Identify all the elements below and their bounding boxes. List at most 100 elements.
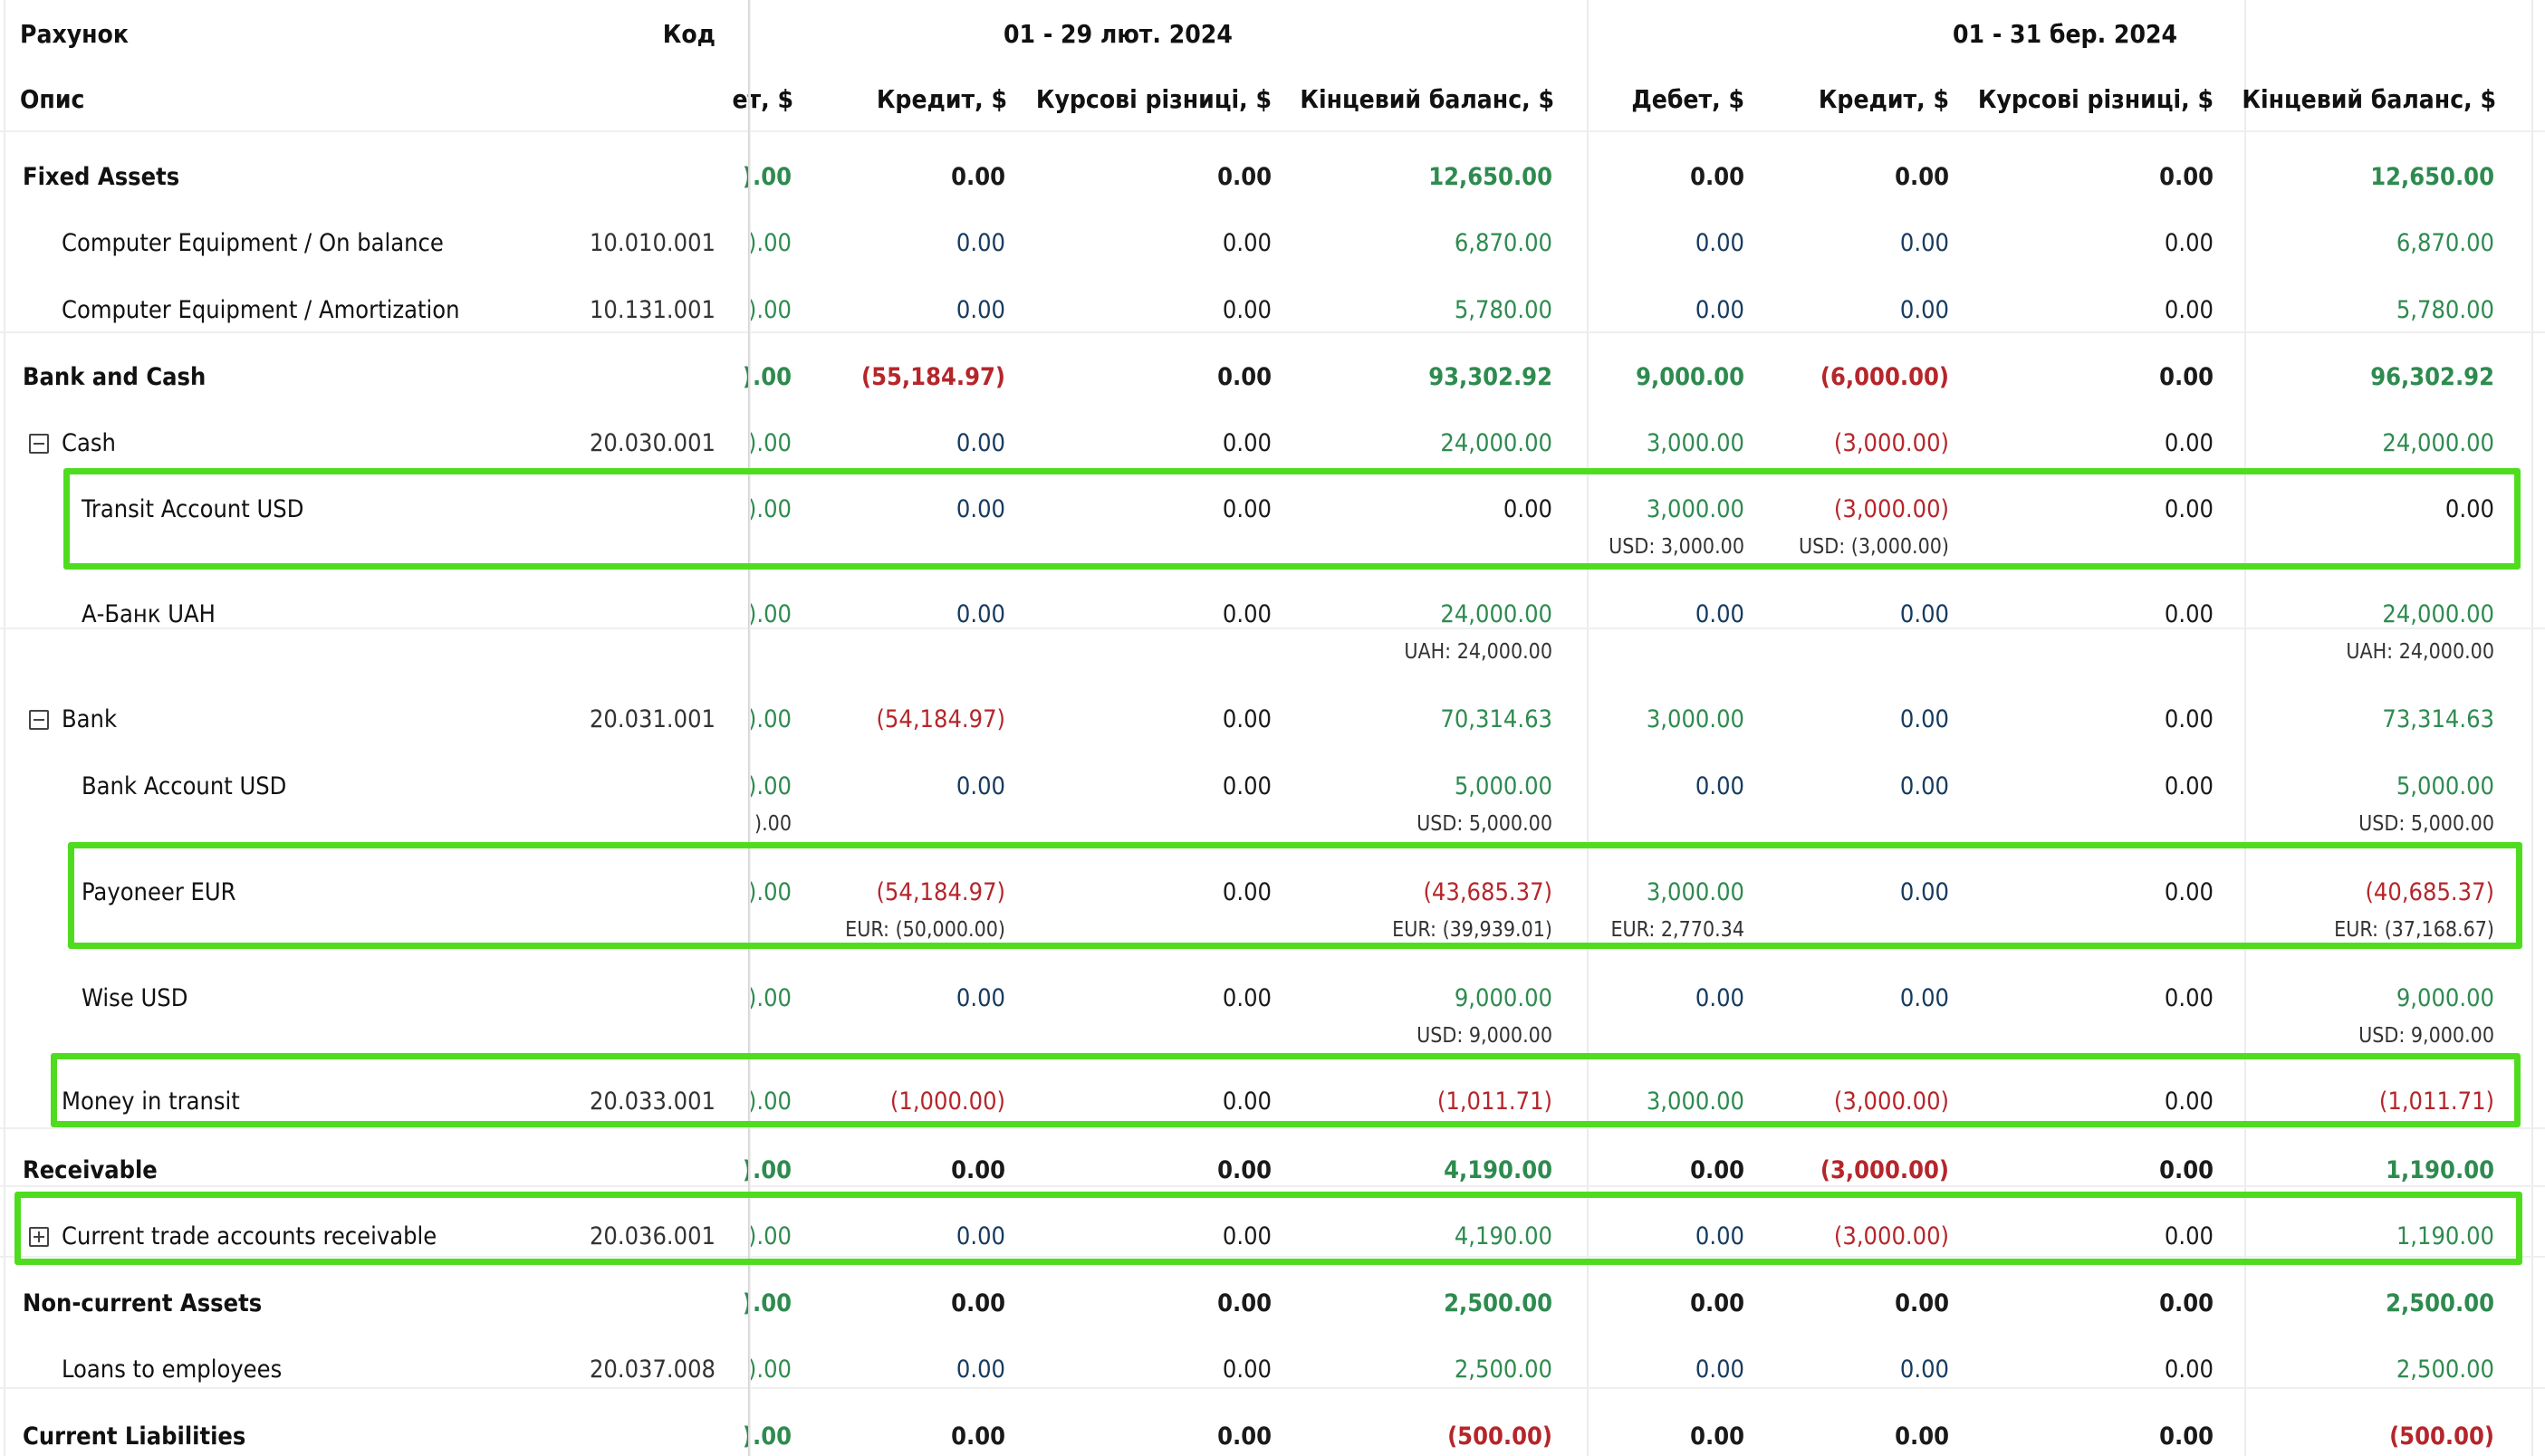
cell-c2: 0.00 bbox=[1899, 296, 1949, 324]
cell-d1: ).00 bbox=[742, 1291, 792, 1316]
cell-d2: 3,000.00 bbox=[1646, 1087, 1744, 1116]
cell-c1: 0.00 bbox=[956, 495, 1005, 523]
cell-f1: 0.00 bbox=[1222, 705, 1272, 733]
cell-f1: 0.00 bbox=[1222, 429, 1272, 457]
column-divider bbox=[4, 0, 5, 1456]
cell-d1-currency: ).00 bbox=[754, 812, 792, 836]
highlight-frame bbox=[68, 842, 2522, 949]
cell-b1-currency: USD: 9,000.00 bbox=[1417, 1024, 1552, 1048]
table-row[interactable]: Money in transit 20.033.001).00 (1,000.00)… bbox=[0, 1089, 2545, 1116]
header-debit-p2[interactable]: Дебет, $ bbox=[1631, 84, 1744, 114]
cell-c1: 0.00 bbox=[956, 600, 1005, 628]
table-row[interactable]: Loans to employees 20.037.008).00 0.00 0.00… bbox=[0, 1357, 2545, 1384]
cell-b1: 5,780.00 bbox=[1454, 296, 1552, 324]
header-credit-p1[interactable]: Кредит, $ bbox=[876, 84, 1007, 114]
cell-c2: 0.00 bbox=[1899, 229, 1949, 257]
table-row[interactable]: Current trade accounts receivable 20.036.… bbox=[0, 1224, 2545, 1251]
cell-b2: 24,000.00 bbox=[2382, 600, 2494, 628]
cell-d1: ).00 bbox=[747, 1357, 792, 1382]
cell-f2: 0.00 bbox=[2164, 495, 2214, 523]
cell-c2: 0.00 bbox=[1899, 878, 1949, 906]
header-fx-p1[interactable]: Курсові різниці, $ bbox=[1035, 84, 1272, 114]
table-row[interactable]: Bank and Cash).00 (55,184.97) 0.00 93,302.9… bbox=[0, 365, 2545, 392]
cell-c1-currency: EUR: (50,000.00) bbox=[845, 918, 1005, 942]
table-row[interactable]: Bank Account USD ).00 ).00 0.00 0.00 5,000.00… bbox=[0, 772, 2545, 835]
cell-f2: 0.00 bbox=[2164, 229, 2214, 257]
cell-d1: ).00 bbox=[747, 880, 792, 905]
table-row[interactable]: Transit Account USD).00 0.00 0.00 0.00 3,000… bbox=[0, 495, 2545, 558]
cell-d1: ).00 bbox=[747, 986, 792, 1011]
header-code[interactable]: Код bbox=[662, 19, 715, 49]
cell-b2: 1,190.00 bbox=[2396, 1222, 2494, 1250]
cell-f1: 0.00 bbox=[1222, 984, 1272, 1012]
cell-d2: 3,000.00 bbox=[1646, 495, 1744, 523]
cell-f2: 0.00 bbox=[2164, 429, 2214, 457]
account-name: Bank Account USD bbox=[82, 772, 287, 800]
cell-c2: (3,000.00) bbox=[1820, 1156, 1949, 1184]
frozen-pane-edge bbox=[748, 0, 751, 1456]
row-divider bbox=[0, 627, 2545, 629]
header-period-mar: 01 - 31 бер. 2024 bbox=[1953, 19, 2178, 49]
account-name: Fixed Assets bbox=[23, 163, 180, 191]
header-description[interactable]: Опис bbox=[20, 84, 85, 114]
table-row[interactable]: Payoneer EUR).00 (54,184.97) EUR: (50,000.… bbox=[0, 878, 2545, 941]
cell-b1: (43,685.37) bbox=[1423, 878, 1552, 906]
cell-c2: (3,000.00) bbox=[1833, 1087, 1949, 1116]
collapse-icon[interactable] bbox=[29, 710, 49, 730]
table-row[interactable]: Non-current Assets).00 0.00 0.00 2,500.00 0.… bbox=[0, 1291, 2545, 1318]
cell-f2: 0.00 bbox=[2164, 1355, 2214, 1384]
account-name: Current trade accounts receivable bbox=[62, 1222, 437, 1250]
header-credit-p2[interactable]: Кредит, $ bbox=[1818, 84, 1949, 114]
cell-f1: 0.00 bbox=[1222, 1087, 1272, 1116]
header-account[interactable]: Рахунок bbox=[20, 19, 129, 49]
table-row[interactable]: Computer Equipment / Amortization 10.131.… bbox=[0, 298, 2545, 325]
collapse-icon[interactable] bbox=[29, 434, 49, 454]
expand-icon[interactable] bbox=[29, 1227, 49, 1247]
cell-c2: 0.00 bbox=[1899, 705, 1949, 733]
cell-b1: (1,011.71) bbox=[1436, 1087, 1552, 1116]
cell-d1: ).00 bbox=[747, 774, 792, 799]
header-balance-p1[interactable]: Кінцевий баланс, $ bbox=[1300, 84, 1554, 114]
column-divider bbox=[1587, 0, 1589, 1456]
table-row[interactable]: Bank 20.031.001).00 (54,184.97) 0.00 70,314.… bbox=[0, 707, 2545, 734]
cell-f2: 0.00 bbox=[2159, 1422, 2214, 1451]
cell-c1: 0.00 bbox=[956, 296, 1005, 324]
header-debit-p1[interactable]: ет, $ bbox=[732, 84, 793, 114]
table-row[interactable]: Receivable).00 0.00 0.00 4,190.00 0.00 (3,000… bbox=[0, 1158, 2545, 1185]
account-name: Cash bbox=[62, 429, 116, 457]
account-code: 10.131.001 bbox=[589, 296, 715, 324]
cell-b2-currency: EUR: (37,168.67) bbox=[2334, 918, 2494, 942]
cell-b2: 0.00 bbox=[2444, 495, 2494, 523]
cell-f1: 0.00 bbox=[1222, 772, 1272, 800]
cell-b2: 2,500.00 bbox=[2386, 1289, 2494, 1317]
cell-b1-currency: EUR: (39,939.01) bbox=[1392, 918, 1552, 942]
account-name: Non-current Assets bbox=[23, 1289, 263, 1317]
cell-b1: 0.00 bbox=[1503, 495, 1552, 523]
cell-b2: 2,500.00 bbox=[2396, 1355, 2494, 1384]
cell-c2: 0.00 bbox=[1895, 163, 1949, 191]
cell-b1: 5,000.00 bbox=[1454, 772, 1552, 800]
header-period-feb: 01 - 29 лют. 2024 bbox=[1004, 19, 1233, 49]
table-row[interactable]: А-Банк UAH).00 0.00 0.00 24,000.00 UAH: 24,0… bbox=[0, 600, 2545, 663]
cell-f1: 0.00 bbox=[1222, 1355, 1272, 1384]
cell-b2: (500.00) bbox=[2389, 1422, 2494, 1451]
table-row[interactable]: Fixed Assets).00 0.00 0.00 12,650.00 0.00 0.0… bbox=[0, 165, 2545, 192]
header-balance-p2[interactable]: Кінцевий баланс, $ bbox=[2242, 84, 2496, 114]
table-row[interactable]: Computer Equipment / On balance 10.010.00… bbox=[0, 231, 2545, 258]
cell-c1: 0.00 bbox=[956, 772, 1005, 800]
cell-d2: 3,000.00 bbox=[1646, 878, 1744, 906]
cell-b1: 93,302.92 bbox=[1428, 363, 1552, 391]
table-row[interactable]: Wise USD).00 0.00 0.00 9,000.00 USD: 9,000.0… bbox=[0, 984, 2545, 1047]
cell-d2: 0.00 bbox=[1690, 163, 1744, 191]
cell-c2-currency: USD: (3,000.00) bbox=[1798, 535, 1949, 559]
cell-d2: 0.00 bbox=[1695, 1222, 1744, 1250]
header-fx-p2[interactable]: Курсові різниці, $ bbox=[1977, 84, 2214, 114]
cell-d2: 0.00 bbox=[1695, 600, 1744, 628]
cell-d1: ).00 bbox=[747, 497, 792, 522]
cell-b2: (1,011.71) bbox=[2378, 1087, 2494, 1116]
table-row[interactable]: Current Liabilities).00 0.00 0.00 (500.00) 0… bbox=[0, 1424, 2545, 1451]
row-divider bbox=[0, 331, 2545, 333]
table-row[interactable]: Cash 20.030.001).00 0.00 0.00 24,000.00 3,000… bbox=[0, 431, 2545, 458]
cell-b2: 1,190.00 bbox=[2386, 1156, 2494, 1184]
account-code: 10.010.001 bbox=[589, 229, 715, 257]
